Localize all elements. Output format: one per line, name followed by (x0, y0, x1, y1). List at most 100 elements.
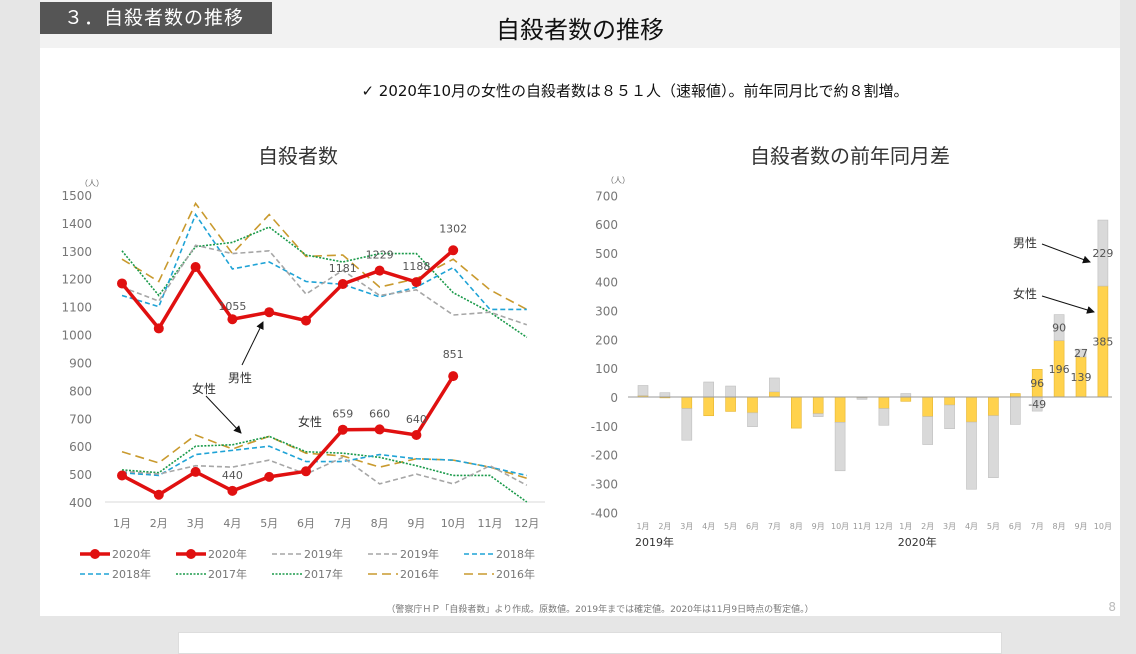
x-tick-label: 9月 (812, 522, 825, 531)
female-annotation: 女性 (1013, 286, 1037, 301)
x-tick-label: 8月 (1053, 522, 1066, 531)
data-point (301, 466, 311, 477)
bar-男性 (681, 408, 693, 441)
year-label: 2020年 (898, 535, 937, 549)
bar-男性 (856, 397, 868, 400)
y-tick-label: 700 (69, 412, 92, 426)
data-label: 640 (406, 413, 427, 426)
data-point (117, 470, 127, 481)
data-label: 1181 (329, 262, 357, 275)
bar-女性 (725, 396, 736, 412)
right-chart-title: 自殺者数の前年同月差 (750, 144, 950, 168)
y-tick-label: 700 (595, 189, 618, 203)
bar-女性 (944, 396, 955, 406)
bar-label: 229 (1092, 247, 1113, 260)
data-label: 1188 (402, 260, 430, 273)
legend-label: 2019年 (304, 547, 343, 561)
male-annotation: 男性 (228, 371, 252, 385)
data-point (190, 262, 201, 273)
y-tick-label: 1400 (61, 217, 92, 231)
bar-男性 (878, 408, 890, 426)
data-point (117, 278, 127, 289)
bar-女性 (988, 396, 999, 417)
data-point (227, 485, 238, 496)
bar-男性 (769, 377, 780, 393)
bar-男性 (637, 385, 649, 396)
y-tick-label: 800 (69, 384, 92, 398)
bar-男性 (966, 421, 977, 490)
x-tick-label: 7月 (334, 517, 352, 530)
series-line-2016年-男性 (121, 201, 528, 311)
y-tick-label: 600 (69, 440, 92, 454)
series-line-2017年-女性 (121, 435, 528, 503)
legend-label: 2016年 (400, 567, 439, 581)
data-label: 851 (443, 348, 464, 361)
data-label: 1302 (439, 222, 467, 235)
bar-label: 90 (1052, 322, 1066, 335)
x-tick-label: 2月 (921, 522, 934, 531)
page-title: 自殺者数の推移 (496, 16, 664, 44)
x-tick-label: 6月 (746, 522, 759, 531)
y-axis-unit: （人） (80, 179, 104, 188)
data-point (190, 466, 201, 477)
x-tick-label: 9月 (1074, 522, 1087, 531)
bar-女性 (1009, 393, 1021, 398)
bar-女性 (790, 396, 802, 429)
bar-女性 (812, 396, 824, 415)
series-line-2019年-男性 (121, 244, 528, 326)
male-arrow (1041, 243, 1091, 264)
x-tick-label: 5月 (724, 522, 737, 531)
bar-label: 385 (1092, 336, 1113, 349)
bar-女性 (681, 396, 693, 409)
legend-label: 2017年 (304, 567, 343, 581)
x-tick-label: 9月 (407, 517, 425, 530)
x-tick-label: 5月 (987, 522, 1000, 531)
legend-label: 2016年 (496, 567, 535, 581)
female-inline-annotation: 女性 (298, 414, 322, 429)
x-tick-label: 1月 (113, 517, 131, 530)
y-tick-label: 300 (595, 305, 618, 319)
female-arrow (205, 395, 242, 434)
x-tick-label: 4月 (965, 522, 978, 531)
bar-女性 (900, 396, 912, 402)
y-tick-label: 400 (69, 496, 92, 510)
y-tick-label: 0 (610, 391, 618, 405)
bar-男性 (834, 422, 846, 472)
x-tick-label: 10月 (441, 517, 466, 530)
bar-女性 (922, 396, 934, 417)
data-point (153, 489, 164, 500)
x-tick-label: 12月 (514, 517, 539, 530)
x-tick-label: 7月 (1031, 522, 1044, 531)
charts-canvas: （人）4005006007008009001000110012001300140… (61, 176, 1113, 581)
bar-男性 (747, 412, 758, 427)
legend-label: 2019年 (400, 547, 439, 561)
data-point (448, 245, 459, 256)
x-tick-label: 6月 (1009, 522, 1022, 531)
x-tick-label: 1月 (899, 522, 912, 531)
y-tick-label: 400 (595, 276, 618, 290)
female-annotation: 女性 (192, 381, 216, 396)
bar-label: 96 (1030, 377, 1044, 390)
female-arrow (1041, 295, 1095, 314)
data-point (374, 424, 385, 435)
series-line-2016年-女性 (121, 434, 528, 480)
x-tick-label: 3月 (943, 522, 956, 531)
y-axis-unit: （人） (606, 176, 630, 185)
x-tick-label: 11月 (853, 522, 871, 531)
x-tick-label: 7月 (768, 522, 781, 531)
bar-女性 (834, 396, 846, 423)
x-tick-label: 11月 (478, 517, 503, 530)
bar-女性 (703, 396, 715, 417)
x-tick-label: 3月 (680, 522, 693, 531)
legend-marker (186, 549, 196, 559)
x-tick-label: 12月 (875, 522, 893, 531)
legend-label: 2020年 (208, 547, 247, 561)
legend-label: 2017年 (208, 567, 247, 581)
legend-label: 2018年 (112, 567, 151, 581)
data-point (264, 307, 275, 318)
slide: ３．自殺者数の推移 自殺者数の推移 ✓ 2020年10月の女性の自殺者数は８５１… (40, 0, 1120, 616)
series-line-2019年-女性 (121, 456, 528, 486)
y-tick-label: -400 (591, 506, 618, 520)
bar-女性 (747, 396, 758, 414)
x-tick-label: 10月 (1094, 522, 1112, 531)
